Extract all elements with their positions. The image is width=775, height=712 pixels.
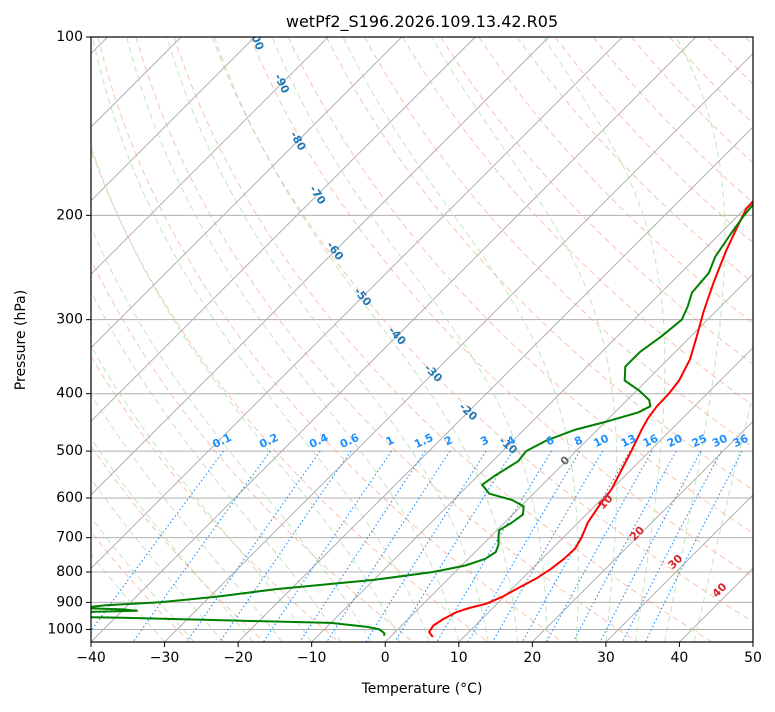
y-tick-label: 200 [56,207,83,223]
y-tick-label: 600 [56,490,83,506]
isotherm-line [459,37,775,642]
moist-adiabat-label: 40 [710,580,730,600]
y-tick-label: 300 [56,312,83,328]
plot-frame [91,37,753,642]
mixing-ratio-label: 10 [592,432,612,450]
dry-adiabat [98,37,563,642]
moist-adiabat [127,37,459,642]
mixing-ratio-label: 0.1 [210,431,233,451]
y-tick-label: 400 [56,386,83,402]
isotherm-line [0,37,402,642]
moist-adiabat [63,37,400,642]
x-tick-label: 30 [597,650,615,666]
x-axis-label: Temperature (°C) [361,681,483,697]
isotherm-line [532,37,775,642]
isotherm-line [17,37,622,642]
y-tick-label: 500 [56,443,83,459]
x-tick-label: −30 [150,650,180,666]
moist-adiabat [0,37,194,642]
dry-adiabat [708,37,775,642]
temperature-trace [429,37,775,637]
isotherm-line [679,37,775,642]
y-tick-label: 1000 [47,621,83,637]
moist-adiabat [0,37,253,642]
dry-adiabat [22,37,414,642]
mixing-ratio-label: 3 [478,433,490,448]
x-tick-label: 40 [671,650,689,666]
x-tick-label: 10 [450,650,468,666]
moist-adiabat-label: 20 [627,523,647,543]
isotherm-line [165,37,770,642]
moist-adiabat [272,37,547,642]
isotherm-line [0,37,255,642]
dry-adiabat [593,37,775,642]
y-tick-label: 900 [56,594,83,610]
mixing-ratio-line [327,451,450,642]
mixing-ratio-line [468,451,580,642]
x-tick-label: −20 [223,650,253,666]
mixing-ratio-line [573,451,676,642]
isotherm-line [753,37,775,642]
moist-adiabat [13,37,341,642]
mixing-ratio-line [300,451,425,642]
dry-adiabat [479,37,775,642]
dry-adiabat [669,37,775,642]
dry-adiabat [555,37,775,642]
mixing-ratio-label: 16 [641,432,661,450]
mixing-ratio-label: 20 [665,432,685,450]
mixing-ratio-label: 2 [442,433,454,448]
moist-adiabat-label: 30 [665,552,685,572]
moist-adiabat [0,37,223,642]
x-tick-label: 0 [381,650,390,666]
moist-adiabat-label: 10 [596,492,616,512]
y-tick-label: 700 [56,530,83,546]
mixing-ratio-label: 13 [619,432,638,450]
dry-adiabat [0,37,339,642]
moist-adiabat [167,37,488,642]
chart-title: wetPf2_S196.2026.109.13.42.R05 [286,12,558,32]
mixing-ratio-label: 1 [384,433,396,448]
mixing-ratio-label: 6 [544,433,557,448]
x-tick-label: 20 [523,650,541,666]
mixing-ratio-label: 0.4 [307,431,330,451]
mixing-ratio-label: 8 [572,433,584,448]
isotherm-line [238,37,775,642]
mixing-ratio-label: 36 [731,432,751,450]
dry-adiabat [136,37,637,642]
dewpoint-trace [0,37,775,636]
mixing-ratio-line [600,451,701,642]
dry-adiabat [0,37,264,642]
x-tick-label: −40 [76,650,106,666]
y-axis-label: Pressure (hPa) [13,290,29,390]
x-tick-label: 50 [744,650,762,666]
y-tick-label: 800 [56,564,83,580]
y-tick-label: 100 [56,29,83,45]
x-tick-label: −10 [297,650,327,666]
dry-adiabat [746,37,775,642]
moist-adiabat [694,37,775,642]
mixing-ratio-line [547,451,652,642]
moist-adiabat [215,37,518,642]
isotherm-line [312,37,775,642]
mixing-ratio-line [366,451,486,642]
